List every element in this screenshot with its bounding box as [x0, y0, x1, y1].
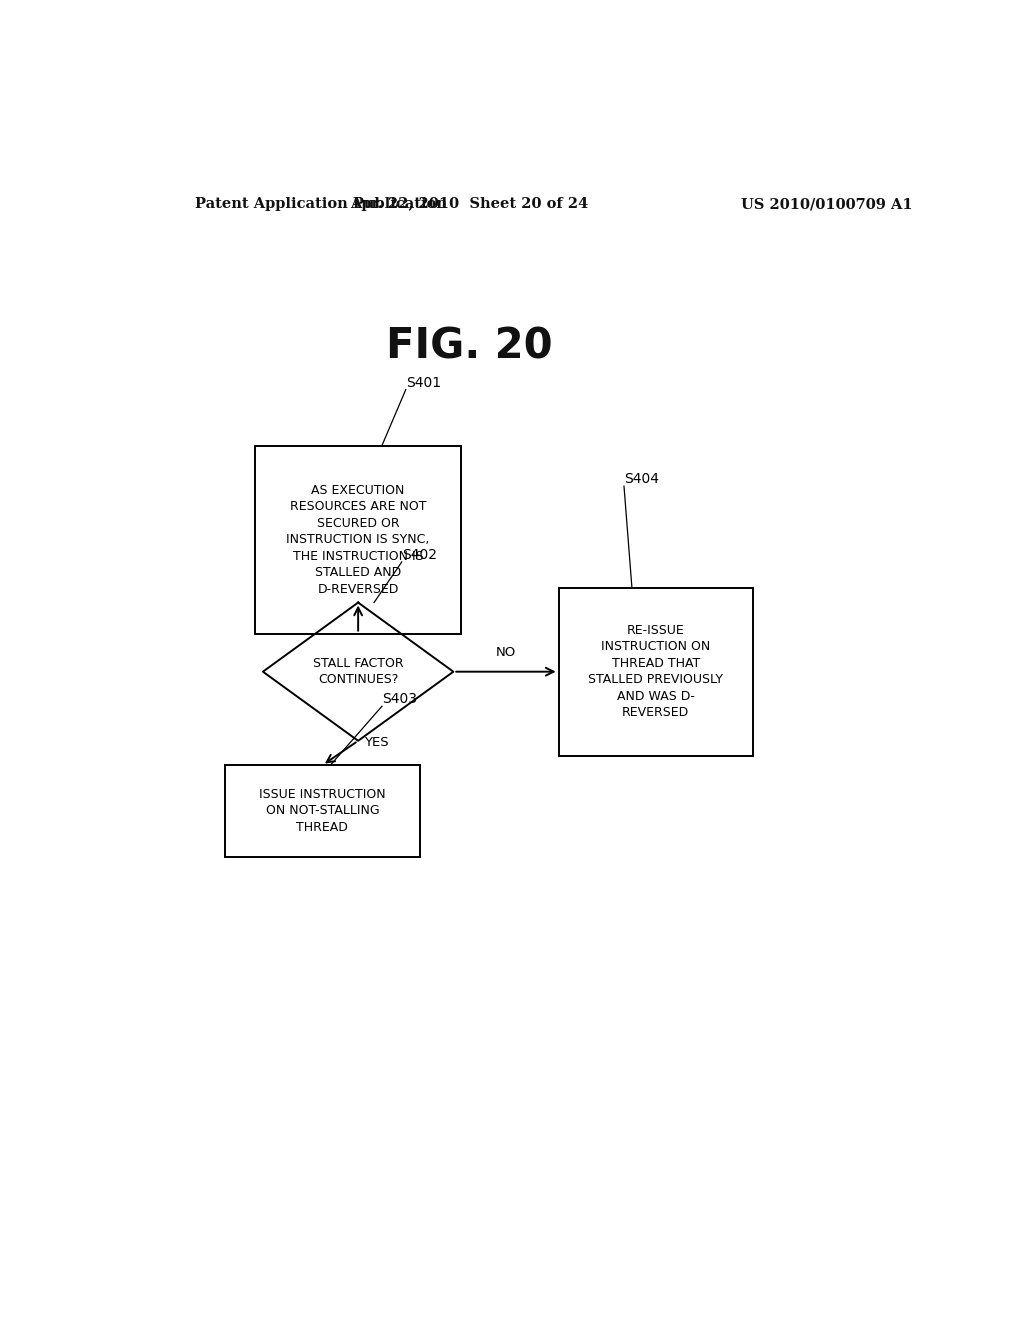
Text: ISSUE INSTRUCTION
ON NOT-STALLING
THREAD: ISSUE INSTRUCTION ON NOT-STALLING THREAD — [259, 788, 386, 834]
Bar — [255, 446, 461, 634]
Text: S402: S402 — [401, 548, 437, 562]
Text: STALL FACTOR
CONTINUES?: STALL FACTOR CONTINUES? — [312, 657, 403, 686]
Text: US 2010/0100709 A1: US 2010/0100709 A1 — [740, 197, 912, 211]
Bar — [558, 587, 753, 755]
Text: S401: S401 — [406, 376, 441, 389]
Text: S404: S404 — [624, 473, 659, 486]
Text: AS EXECUTION
RESOURCES ARE NOT
SECURED OR
INSTRUCTION IS SYNC,
THE INSTRUCTION I: AS EXECUTION RESOURCES ARE NOT SECURED O… — [287, 483, 430, 595]
Polygon shape — [263, 602, 454, 741]
Text: RE-ISSUE
INSTRUCTION ON
THREAD THAT
STALLED PREVIOUSLY
AND WAS D-
REVERSED: RE-ISSUE INSTRUCTION ON THREAD THAT STAL… — [588, 624, 723, 719]
Text: YES: YES — [365, 737, 389, 750]
Text: NO: NO — [496, 647, 516, 660]
Text: FIG. 20: FIG. 20 — [386, 326, 553, 367]
Text: Patent Application Publication: Patent Application Publication — [196, 197, 447, 211]
Text: S403: S403 — [382, 692, 417, 706]
Text: Apr. 22, 2010  Sheet 20 of 24: Apr. 22, 2010 Sheet 20 of 24 — [350, 197, 589, 211]
Bar — [225, 766, 420, 857]
